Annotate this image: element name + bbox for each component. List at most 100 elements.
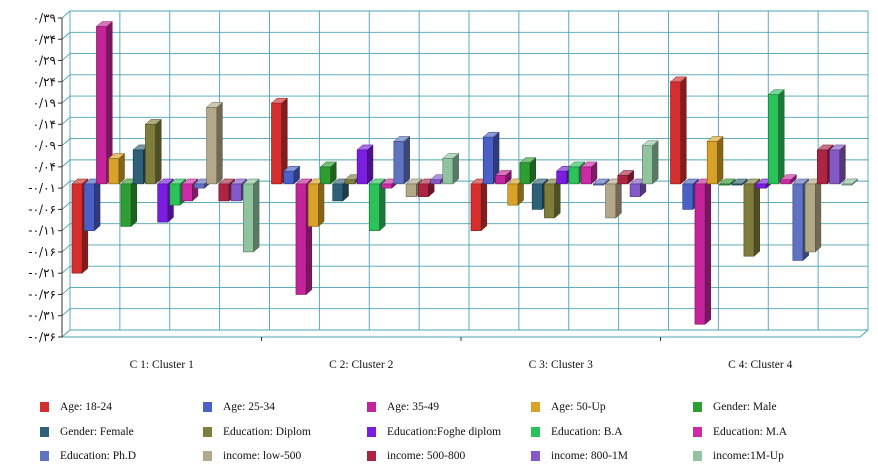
legend-item: Education: Diplom (203, 422, 311, 442)
bar-top (108, 153, 126, 159)
bar (669, 76, 687, 185)
bar (828, 144, 847, 185)
legend-swatch (203, 451, 212, 461)
bar-top (592, 178, 610, 185)
bar (592, 178, 610, 186)
gridline-side (61, 10, 71, 19)
bar (283, 165, 301, 185)
bar-front (120, 183, 132, 227)
bar (767, 89, 785, 185)
x-axis: C 1: Cluster 1 C 2: Cluster 2 C 3: Cluster… (130, 337, 793, 371)
bar-front (369, 183, 380, 231)
bar-front (218, 183, 230, 202)
y-tick-label: ۰/۳۹ (33, 11, 56, 25)
legend-swatch (693, 451, 702, 461)
bar-front (641, 145, 653, 185)
legend-swatch (40, 427, 49, 437)
bar (144, 118, 162, 185)
legend-item: income: 500-800 (367, 446, 465, 466)
legend-label: Gender: Male (713, 401, 777, 413)
legend-swatch (40, 402, 49, 412)
bar-side (615, 178, 622, 219)
bar-group (470, 131, 659, 232)
bar-side (680, 76, 687, 185)
bar (694, 178, 712, 325)
legend-label: income: low-500 (223, 450, 302, 462)
legend-label: Age: 25-34 (223, 401, 276, 413)
bar (580, 161, 598, 185)
bar-front (405, 183, 417, 197)
bar-front (507, 183, 519, 206)
y-tick-label: -۰/۰۶ (28, 202, 56, 216)
bar-top (617, 170, 635, 176)
legend-item: Age: 25-34 (203, 397, 275, 417)
bar (319, 161, 337, 185)
bar-front (629, 183, 641, 197)
bar (470, 178, 488, 232)
bar-front (381, 183, 393, 189)
legend-label: Age: 50-Up (551, 401, 606, 413)
bar-front (307, 183, 319, 227)
bar-front (768, 94, 779, 185)
legend-swatch (40, 451, 49, 461)
x-category-label: C 4: Cluster 4 (728, 359, 792, 371)
bar-front (230, 183, 242, 202)
gridline-side (61, 53, 71, 61)
legend-swatch (531, 451, 540, 461)
bar-side (839, 144, 846, 185)
legend-label: income: 500-800 (387, 450, 466, 462)
bar (120, 178, 138, 227)
bar (442, 152, 460, 185)
bar-side (403, 135, 410, 185)
bar-top (494, 170, 512, 176)
gridline-side (61, 138, 71, 146)
bar-top (71, 178, 89, 185)
bar-front (157, 183, 169, 223)
bar-top (641, 140, 659, 146)
bar-front (430, 179, 442, 185)
bar (83, 178, 101, 232)
bar (393, 135, 411, 185)
bar-top (218, 178, 236, 185)
bar-top (706, 136, 724, 142)
bar-front (96, 26, 107, 185)
bar-top (767, 89, 785, 95)
bar-side (704, 178, 712, 325)
bar-front (320, 166, 331, 185)
bar-front (531, 183, 543, 210)
legend-label: Education: Diplom (223, 426, 311, 438)
bar (417, 178, 435, 198)
bar (307, 178, 325, 227)
bar (356, 144, 374, 185)
bar-top (442, 153, 460, 159)
bar-side (480, 178, 488, 232)
y-tick-label: -۰/۱۶ (28, 245, 56, 259)
gridline-side (61, 265, 71, 274)
gridline-side (61, 202, 71, 210)
bar-top (568, 161, 586, 168)
bar-front (393, 141, 405, 185)
gridline-side (61, 74, 71, 83)
bar-top (405, 178, 423, 185)
bar-side (554, 178, 561, 219)
y-tick-label: ۰/۰۹ (33, 139, 56, 153)
bar-top (181, 178, 199, 185)
legend-item: Age: 35-49 (367, 397, 439, 417)
bar-side (778, 89, 785, 185)
y-tick-label: ۰/۰۴ (33, 160, 56, 174)
bar-top (270, 97, 288, 104)
gridline-side (61, 223, 71, 232)
bar-front (792, 183, 804, 261)
bar (779, 174, 798, 185)
legend-swatch (531, 402, 540, 412)
bar-front (356, 149, 368, 185)
bar-side (94, 178, 101, 232)
bar-side (253, 178, 260, 253)
y-tick-label: ۰/۲۹ (33, 54, 56, 68)
bar-group (669, 76, 859, 325)
legend-item: income:1M-Up (693, 446, 784, 466)
bar-front (544, 183, 555, 219)
x-category-label: C 1: Cluster 1 (130, 359, 194, 371)
bar-front (682, 183, 694, 210)
bar-front (71, 183, 83, 274)
